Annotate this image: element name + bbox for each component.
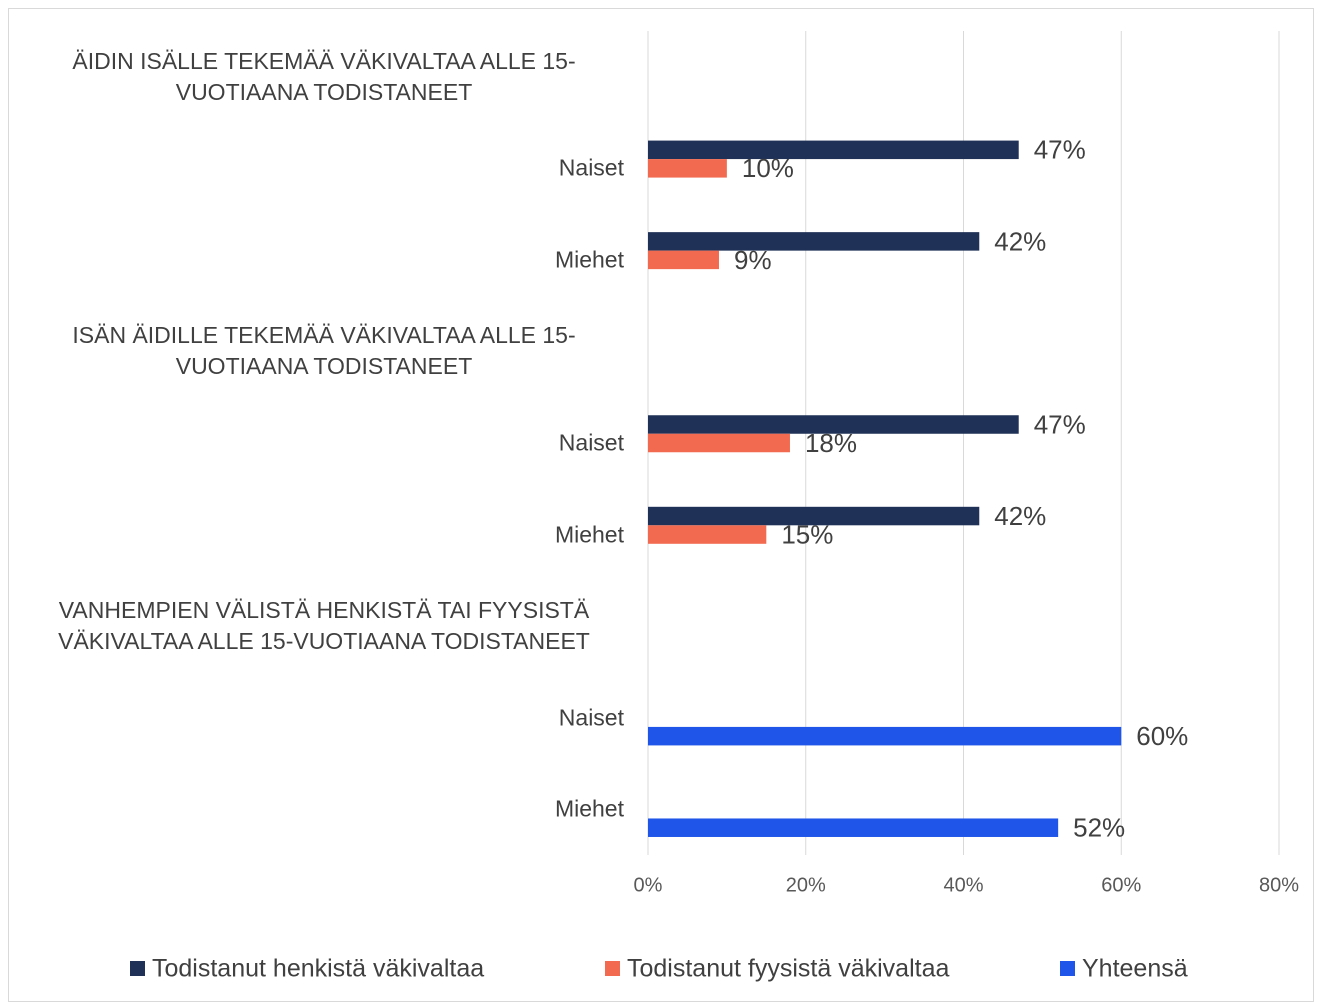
bar (648, 415, 1019, 434)
bar (648, 506, 980, 526)
bar (648, 232, 980, 251)
x-tick-label: 60% (1101, 874, 1141, 896)
x-tick-label: 80% (1259, 874, 1299, 896)
bar (648, 726, 1122, 746)
bar (648, 159, 727, 178)
legend-label: Todistanut henkistä väkivaltaa (152, 955, 484, 983)
data-label: 60% (1136, 721, 1188, 751)
data-label: 18% (805, 428, 857, 458)
x-tick-label: 40% (943, 874, 983, 896)
data-label: 52% (1073, 813, 1125, 843)
data-label: 9% (734, 245, 772, 275)
legend-swatch (130, 961, 145, 976)
data-label: 10% (742, 153, 794, 183)
bar (648, 140, 1019, 160)
category-label: Naiset (558, 429, 624, 456)
data-label: 42% (994, 501, 1046, 531)
data-label: 42% (994, 226, 1046, 256)
legend-label: Yhteensä (1082, 955, 1188, 983)
category-label: Naiset (558, 154, 624, 181)
category-label: VANHEMPIEN VÄLISTÄ HENKISTÄ TAI FYYSISTÄ… (58, 597, 590, 655)
legend-swatch (605, 961, 620, 976)
data-label: 47% (1034, 409, 1086, 439)
category-label: ISÄN ÄIDILLE TEKEMÄÄ VÄKIVALTAA ALLE 15-… (72, 322, 576, 380)
category-label: Naiset (558, 704, 624, 731)
data-label: 47% (1034, 135, 1086, 165)
x-tick-label: 0% (634, 874, 663, 896)
bar (648, 818, 1059, 837)
category-label: Miehet (554, 246, 624, 273)
bar (648, 433, 790, 453)
x-tick-label: 20% (786, 874, 826, 896)
category-label: Miehet (554, 795, 624, 822)
category-label: ÄIDIN ISÄLLE TEKEMÄÄ VÄKIVALTAA ALLE 15-… (72, 47, 576, 105)
legend-label: Todistanut fyysistä väkivaltaa (627, 955, 949, 983)
bar (648, 250, 719, 270)
legend-swatch (1060, 961, 1075, 976)
category-label: Miehet (554, 521, 624, 548)
bar (648, 525, 767, 544)
data-label: 15% (781, 519, 833, 549)
